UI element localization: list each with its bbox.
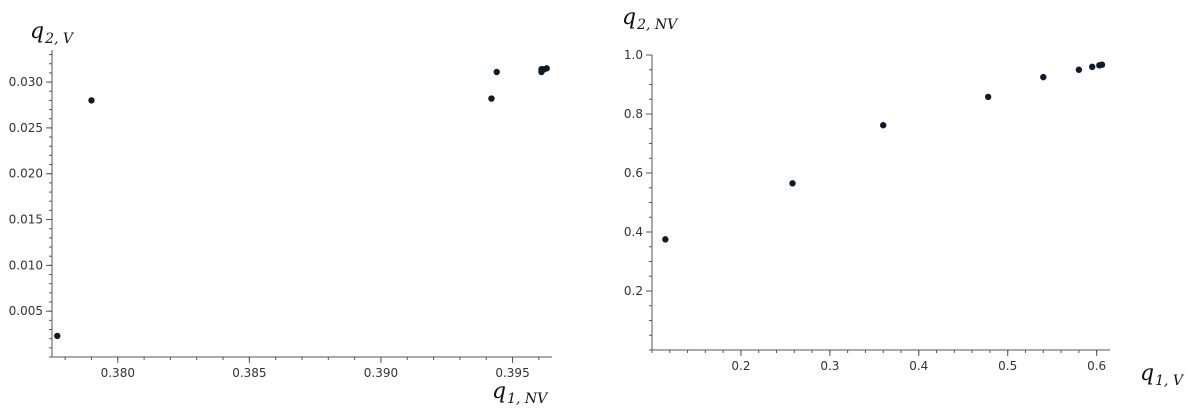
chart-left-y-axis-title-sub: 2, V — [44, 31, 75, 47]
chart-right-data-point — [1040, 73, 1047, 81]
chart-right-x-tick-label: 0.4 — [909, 359, 928, 373]
chart-right-data-point — [1089, 63, 1096, 70]
chart-left-x-axis-title: q1, NV — [492, 379, 549, 407]
chart-left-y-axis-title-main: q — [30, 19, 44, 44]
chart-right-x-axis-title-sub: 1, V — [1155, 373, 1185, 389]
chart-left-y-tick-label: 0.005 — [9, 304, 43, 318]
chart-right-data-point — [1098, 61, 1106, 68]
chart-right-y-axis-title-main: q — [622, 5, 636, 30]
chart-left-data-point — [493, 68, 500, 76]
chart-left-data-point — [543, 65, 550, 72]
chart-right-x-tick-label: 0.2 — [731, 359, 750, 373]
chart-right-data-point — [984, 93, 992, 101]
chart-left-q1nv-vs-q2v: q2, V q1, NV 0.380 0.385 0.390 0.3950.0050.… — [9, 19, 552, 407]
chart-right-q1v-vs-q2nv: q2, NV q1, V 0.2 0.3 0.4 0.5 0.60.20.40.60.8… — [622, 5, 1185, 389]
chart-left-x-tick-label: 0.380 — [101, 366, 135, 380]
chart-right-data-point — [1075, 66, 1083, 73]
chart-left-y-tick-label: 0.010 — [9, 258, 43, 272]
chart-right-x-tick-label: 0.3 — [820, 359, 839, 373]
chart-right-y-tick-label: 0.2 — [624, 284, 643, 298]
chart-right-data-point — [789, 180, 796, 187]
chart-right-y-axis-title-sub: 2, NV — [636, 17, 679, 33]
chart-right-y-tick-label: 1.0 — [624, 48, 643, 62]
chart-right-y-tick-label: 0.6 — [624, 166, 643, 180]
chart-left-x-tick-label: 0.390 — [364, 366, 398, 380]
chart-right-x-tick-label: 0.5 — [998, 359, 1017, 373]
chart-right-x-axis-title-main: q — [1140, 361, 1154, 386]
chart-left-data-point — [488, 95, 495, 102]
chart-right-x-axis-title: q1, V — [1140, 361, 1185, 389]
chart-right-data-point — [880, 122, 887, 129]
chart-left-x-tick-label: 0.395 — [495, 366, 529, 380]
chart-left-y-tick-label: 0.015 — [9, 213, 43, 227]
chart-left-data-point — [54, 332, 61, 340]
chart-right-y-axis-title: q2, NV — [622, 5, 679, 33]
chart-left-x-axis-title-sub: 1, NV — [507, 391, 549, 407]
chart-left-y-axis-title: q2, V — [30, 19, 75, 47]
chart-right-y-tick-label: 0.8 — [624, 107, 643, 121]
chart-right-data-point — [662, 236, 669, 243]
chart-left-y-tick-label: 0.030 — [9, 75, 43, 89]
chart-left-y-tick-label: 0.020 — [9, 167, 43, 181]
chart-left-data-point — [88, 97, 95, 104]
chart-left-y-tick-label: 0.025 — [9, 121, 43, 135]
chart-right-y-tick-label: 0.4 — [624, 225, 643, 239]
chart-left-x-tick-label: 0.385 — [232, 366, 266, 380]
chart-left-x-axis-title-main: q — [492, 379, 506, 404]
chart-right-x-tick-label: 0.6 — [1087, 359, 1106, 373]
